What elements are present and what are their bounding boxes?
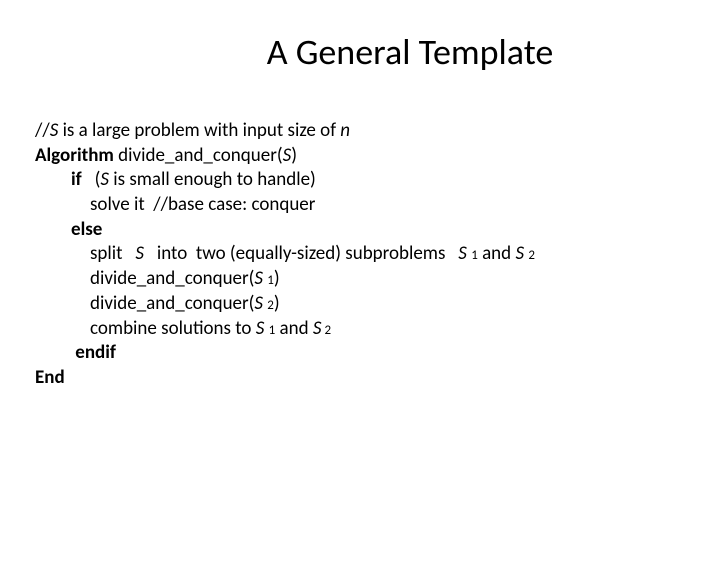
text: divide_and_conquer( <box>90 292 254 315</box>
sub-1: 1 <box>267 273 274 288</box>
text: into two (equally-sized) subproblems <box>144 242 458 265</box>
text: is a large problem with input size of <box>58 119 340 142</box>
var-s: S <box>135 242 144 265</box>
text: ) <box>291 144 297 167</box>
sub-1: 1 <box>471 248 478 263</box>
var-s1: S <box>256 317 269 340</box>
var-s1: S <box>458 242 471 265</box>
text: combine solutions to <box>90 317 256 340</box>
text: divide_and_conquer( <box>90 267 254 290</box>
text: split <box>90 242 135 265</box>
line-algorithm: Algorithm divide_and_conquer(S) <box>35 144 685 169</box>
var-s: S <box>50 119 59 142</box>
line-endif: endif <box>35 341 685 366</box>
slide-title: A General Template <box>0 30 720 74</box>
kw-end: End <box>35 366 65 389</box>
line-combine: combine solutions to S 1 and S 2 <box>35 317 685 342</box>
line-end: End <box>35 366 685 391</box>
text: // <box>35 119 50 142</box>
text: ) <box>274 292 280 315</box>
var-n: n <box>340 119 350 142</box>
line-comment: //S is a large problem with input size o… <box>35 119 685 144</box>
var-s2: S <box>313 317 322 340</box>
line-dc1: divide_and_conquer(S 1) <box>35 267 685 292</box>
var-s1: S <box>254 267 267 290</box>
kw-endif: endif <box>71 341 116 364</box>
line-if: if (S is small enough to handle) <box>35 168 685 193</box>
line-solve: solve it //base case: conquer <box>35 193 685 218</box>
kw-algorithm: Algorithm <box>35 144 114 167</box>
kw-if: if <box>71 168 82 191</box>
text: ( <box>82 168 101 191</box>
line-dc2: divide_and_conquer(S 2) <box>35 292 685 317</box>
sub-2: 2 <box>528 248 535 263</box>
text: divide_and_conquer( <box>114 144 283 167</box>
text: and <box>478 242 516 265</box>
var-s2: S <box>515 242 528 265</box>
text: is small enough to handle) <box>109 168 316 191</box>
text: ) <box>274 267 280 290</box>
pseudocode-block: //S is a large problem with input size o… <box>0 119 720 391</box>
kw-else: else <box>71 218 102 241</box>
line-else: else <box>35 218 685 243</box>
var-s: S <box>283 144 292 167</box>
var-s2: S <box>254 292 267 315</box>
text: and <box>275 317 313 340</box>
text: solve it //base case: conquer <box>90 193 315 216</box>
sub-2: 2 <box>322 323 332 338</box>
line-split: split S into two (equally-sized) subprob… <box>35 242 685 267</box>
var-s: S <box>100 168 109 191</box>
sub-2: 2 <box>267 298 274 313</box>
